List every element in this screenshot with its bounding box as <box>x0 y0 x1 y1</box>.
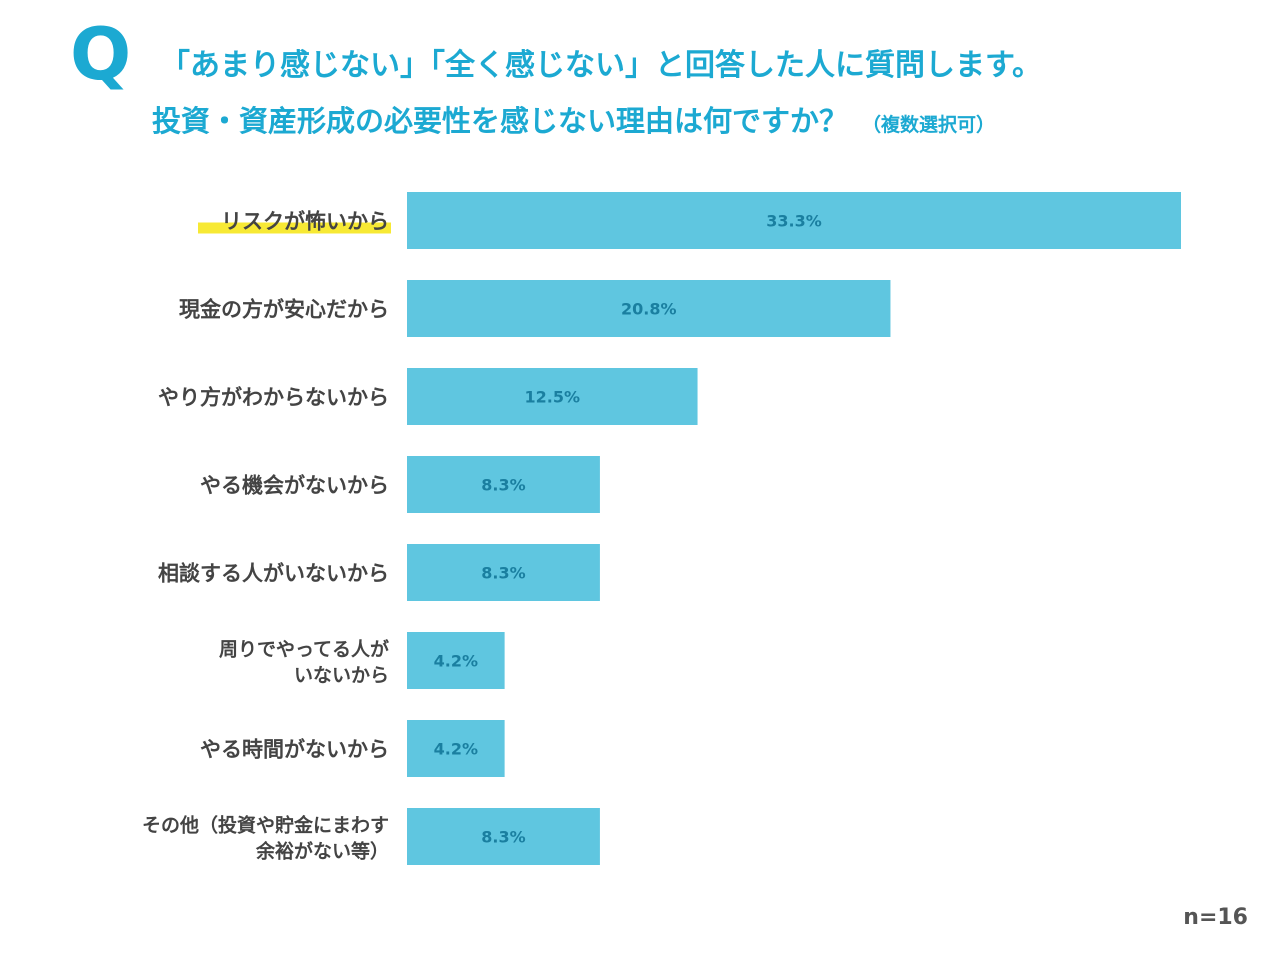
bar <box>407 808 600 865</box>
value-label: 8.3% <box>481 828 525 847</box>
value-label: 4.2% <box>434 652 478 671</box>
chart-title-line-2: 投資・資産形成の必要性を感じない理由は何ですか？ （複数選択可） <box>152 98 995 140</box>
bar <box>407 192 1181 249</box>
category-label: 現金の方が安心だから <box>179 298 389 322</box>
category-label-line: いないから <box>294 665 389 687</box>
sample-size-label: n=16 <box>1183 905 1248 930</box>
value-label: 8.3% <box>481 564 525 583</box>
category-label: その他（投資や貯金にまわす余裕がない等） <box>142 814 389 863</box>
value-label: 8.3% <box>481 476 525 495</box>
label-highlight <box>198 222 391 234</box>
chart-title-line-1: 「あまり感じない」「全く感じない」と回答した人に質問します。 <box>160 48 1042 83</box>
category-label: やる時間がないから <box>200 738 389 762</box>
bar <box>407 280 891 337</box>
value-label: 4.2% <box>434 740 478 759</box>
category-label-line: 周りでやってる人が <box>219 638 389 661</box>
bar <box>407 544 600 601</box>
value-label: 12.5% <box>525 388 581 407</box>
bar <box>407 720 505 777</box>
bar <box>407 456 600 513</box>
category-label-line: その他（投資や貯金にまわす <box>142 814 389 837</box>
category-label: 周りでやってる人がいないから <box>219 638 389 687</box>
chart-title-line-2-text: 投資・資産形成の必要性を感じない理由は何ですか？ <box>152 104 849 138</box>
category-label: リスクが怖いから <box>221 210 389 234</box>
bar <box>407 368 698 425</box>
category-label: 相談する人がいないから <box>158 562 389 586</box>
bar <box>407 632 505 689</box>
category-label: やり方がわからないから <box>158 386 389 410</box>
value-label: 20.8% <box>621 300 677 319</box>
category-label: やる機会がないから <box>200 474 389 498</box>
question-mark: Q <box>70 12 132 96</box>
category-label-line: 余裕がない等） <box>255 840 389 863</box>
value-label: 33.3% <box>766 212 822 231</box>
multiple-choice-note: （複数選択可） <box>862 114 996 136</box>
